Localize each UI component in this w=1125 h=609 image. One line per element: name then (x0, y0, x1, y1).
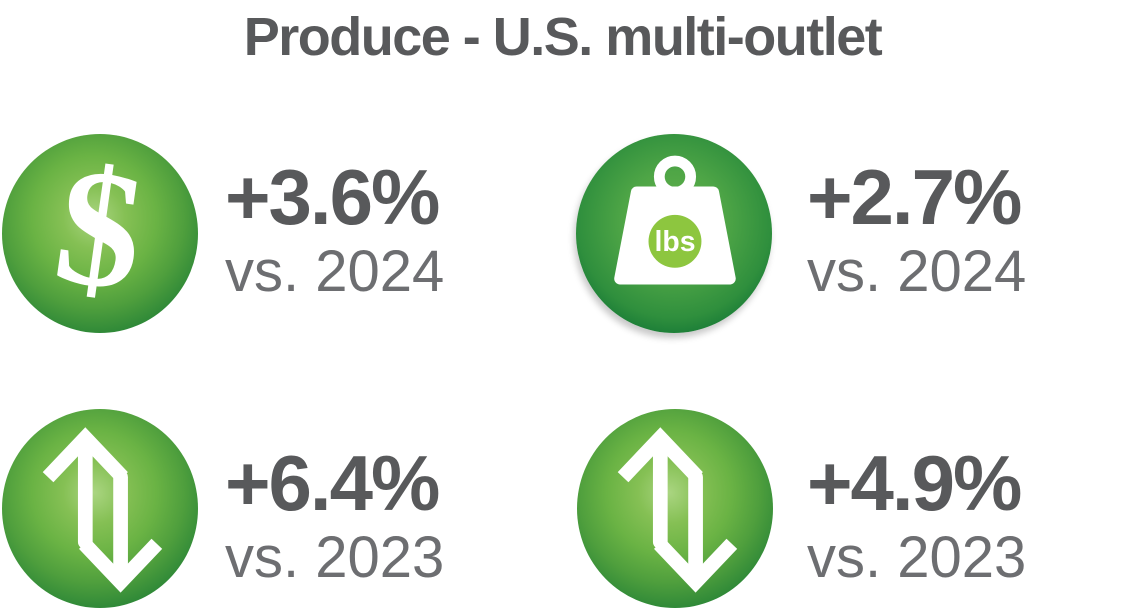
stat-comparison: vs. 2023 (807, 525, 1027, 590)
stat-lbs-vs-2023: +4.9% vs. 2023 (807, 444, 1026, 587)
stat-lbs-vs-2024: +2.7% vs. 2024 (807, 158, 1026, 301)
up-arrow-head (42, 427, 128, 483)
down-arrow-head (653, 538, 738, 593)
down-arrow-head (78, 538, 163, 593)
weight-circle-badge: lbs (576, 134, 772, 333)
stat-comparison: vs. 2024 (807, 239, 1027, 304)
weight-lbs-icon: lbs (614, 155, 736, 285)
stat-value: +6.4% (225, 439, 440, 527)
stat-value: +2.7% (807, 153, 1022, 241)
dollar-circle-badge: $ (2, 130, 198, 333)
up-arrow-head (617, 427, 703, 483)
lbs-badge-circle (648, 214, 702, 268)
up-down-arrows-icon (617, 427, 738, 593)
stat-dollar-vs-2023: +6.4% vs. 2023 (225, 444, 444, 587)
dollar-sign-icon: $ (45, 130, 155, 327)
stat-value: +3.6% (225, 153, 440, 241)
stat-dollar-vs-2024: +3.6% vs. 2024 (225, 158, 444, 301)
stat-value: +4.9% (807, 439, 1022, 527)
arrows-circle-badge (2, 409, 198, 608)
stat-comparison: vs. 2023 (225, 525, 445, 590)
up-down-arrows-icon (42, 427, 163, 593)
page-title: Produce - U.S. multi-outlet (243, 7, 883, 67)
lbs-badge-label: lbs (654, 226, 695, 258)
stat-comparison: vs. 2024 (225, 239, 445, 304)
arrows-circle-badge (577, 409, 773, 608)
